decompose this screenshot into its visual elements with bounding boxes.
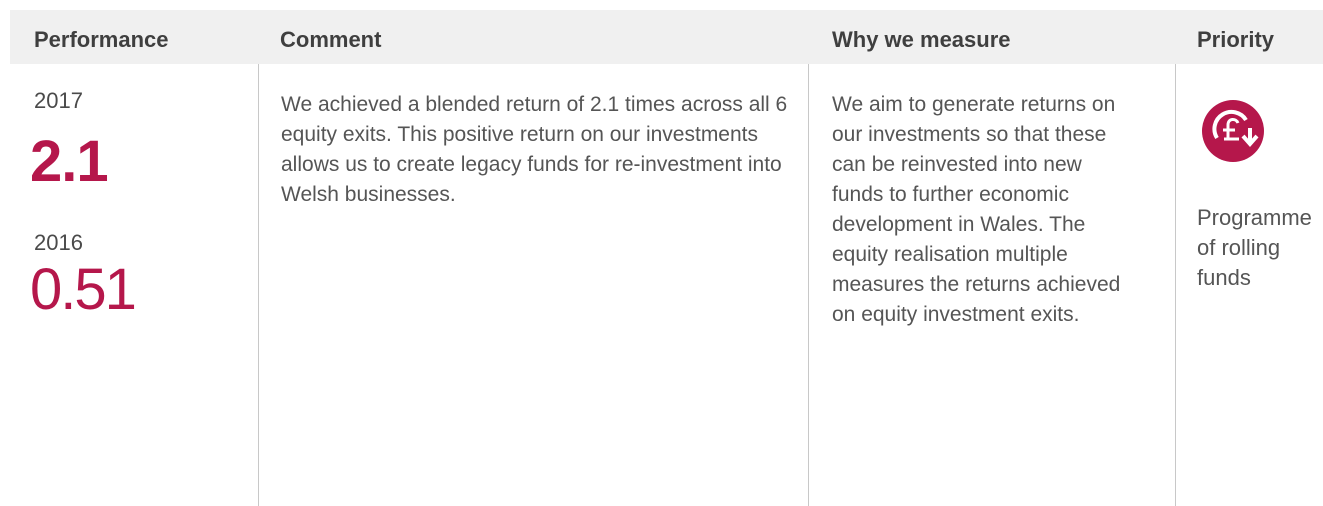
value-current: 2.1 xyxy=(30,129,109,194)
header-cell: Why we measure xyxy=(832,27,1011,52)
year: 2017 xyxy=(34,88,83,113)
column-divider xyxy=(258,64,259,506)
why-text: We aim to generate returns on our invest… xyxy=(832,93,1121,326)
comment: We achieved a blended return of 2.1 time… xyxy=(281,93,788,206)
header-cell: Priority xyxy=(1197,27,1275,52)
column-divider xyxy=(808,64,809,506)
priority-icon xyxy=(1202,100,1264,162)
column-divider xyxy=(1175,64,1176,506)
year: 2016 xyxy=(34,230,83,255)
header-cell: Comment xyxy=(280,27,382,52)
priority-text: Programme of rolling funds xyxy=(1197,205,1312,290)
header-row xyxy=(10,10,1323,64)
value-previous: 0.51 xyxy=(30,257,137,322)
header-cell: Performance xyxy=(34,27,169,52)
